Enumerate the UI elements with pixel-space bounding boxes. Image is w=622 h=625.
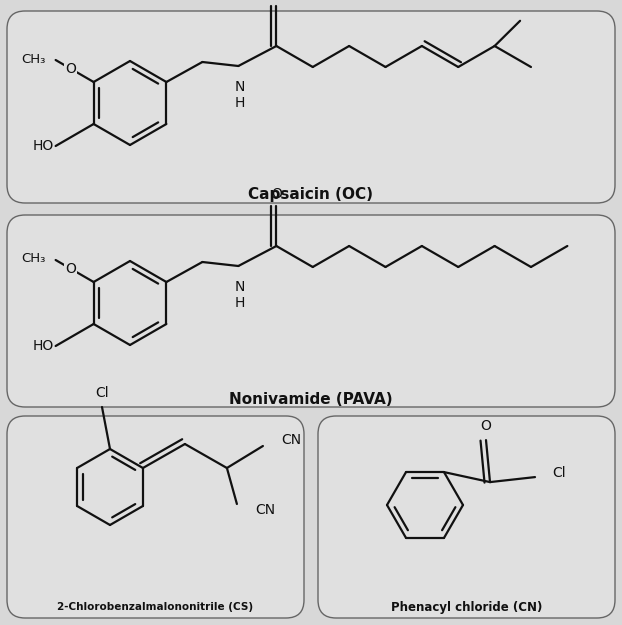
- Text: O: O: [271, 187, 282, 201]
- Text: CN: CN: [281, 433, 301, 447]
- Text: O: O: [481, 419, 491, 433]
- Text: Phenacyl chloride (CN): Phenacyl chloride (CN): [391, 601, 542, 614]
- Text: CH₃: CH₃: [21, 52, 45, 66]
- Text: Nonivamide (PAVA): Nonivamide (PAVA): [229, 391, 393, 406]
- Text: O: O: [65, 262, 76, 276]
- Text: Cl: Cl: [95, 386, 109, 400]
- FancyBboxPatch shape: [7, 215, 615, 407]
- Text: O: O: [271, 0, 282, 1]
- FancyBboxPatch shape: [318, 416, 615, 618]
- Text: N
H: N H: [234, 80, 244, 110]
- Text: O: O: [65, 62, 76, 76]
- Text: HO: HO: [32, 339, 53, 353]
- Text: N
H: N H: [234, 280, 244, 310]
- Text: Capsaicin (OC): Capsaicin (OC): [249, 188, 373, 202]
- Text: Cl: Cl: [552, 466, 565, 480]
- Text: CN: CN: [255, 503, 275, 517]
- FancyBboxPatch shape: [7, 416, 304, 618]
- Text: 2-Chlorobenzalmalononitrile (CS): 2-Chlorobenzalmalononitrile (CS): [57, 602, 253, 612]
- FancyBboxPatch shape: [7, 11, 615, 203]
- Text: CH₃: CH₃: [21, 253, 45, 266]
- Text: HO: HO: [32, 139, 53, 153]
